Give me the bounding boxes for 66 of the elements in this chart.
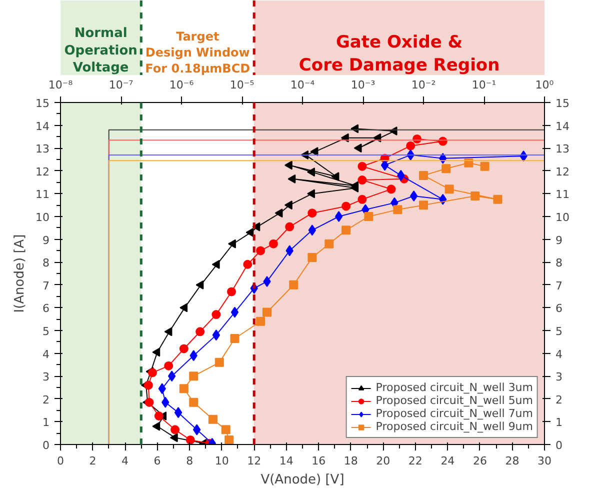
y-tick-label: 4	[42, 348, 50, 361]
band-label: Target Design Window For 0.18μmBCD	[145, 29, 250, 76]
x-tick-label: 4	[122, 454, 129, 468]
x-tick-label: 8	[186, 454, 194, 468]
legend-label: Proposed circuit_N_well 3um	[376, 381, 533, 394]
y2-tick-label: 12	[556, 165, 570, 178]
y2-tick-label: 15	[556, 97, 570, 110]
y2-tick-label: 2	[556, 393, 562, 406]
x-tick-label: 22	[408, 454, 422, 468]
y-tick-label: 6	[42, 302, 50, 316]
x-tick-label: 24	[440, 454, 455, 468]
x2-tick-label: 10⁻⁵	[230, 78, 254, 92]
y-tick-label: 3	[42, 370, 50, 384]
x-tick-label: 16	[312, 454, 326, 468]
legend-label: Proposed circuit_N_well 7um	[376, 407, 533, 420]
x-tick-label: 20	[376, 454, 390, 468]
legend-label: Proposed circuit_N_well 9um	[376, 420, 533, 433]
y2-tick-label: 6	[556, 302, 562, 316]
y-tick-label: 9	[42, 234, 50, 247]
x-tick-label: 26	[472, 454, 487, 468]
y-tick-label: 8	[42, 256, 50, 270]
y2-tick-label: 0	[556, 439, 562, 452]
x-tick-label: 30	[538, 454, 552, 468]
x-axis-title: V(Anode) [V]	[260, 472, 344, 488]
y-tick-label: 2	[42, 393, 50, 406]
y-tick-label: 10	[36, 211, 50, 224]
y2-tick-label: 14	[556, 120, 570, 133]
y-tick-label: 0	[42, 439, 50, 452]
band-label: Normal Operation Voltage	[64, 26, 138, 76]
y2-tick-label: 13	[556, 142, 570, 156]
y-tick-label: 14	[36, 120, 50, 133]
x-tick-label: 2	[89, 454, 96, 468]
y-tick-label: 15	[36, 97, 50, 110]
x-tick-label: 10	[214, 454, 229, 468]
x-tick-label: 12	[247, 454, 262, 468]
y-tick-label: 13	[36, 142, 50, 156]
y-tick-label: 5	[42, 325, 50, 338]
y2-tick-label: 10	[556, 211, 570, 224]
x2-tick-label: 10⁻⁴	[290, 78, 316, 92]
y2-tick-label: 4	[556, 348, 562, 361]
y-tick-label: 12	[36, 165, 50, 178]
y2-tick-label: 8	[556, 256, 562, 270]
x-tick-label: 6	[154, 454, 161, 468]
y2-tick-label: 7	[556, 279, 562, 292]
legend-label: Proposed circuit_N_well 5um	[376, 394, 533, 407]
y-tick-label: 1	[42, 416, 50, 430]
x-tick-label: 14	[279, 454, 294, 468]
y-axis-title: I(Anode) [A]	[12, 234, 28, 313]
y-tick-label: 7	[42, 279, 50, 292]
x2-tick-label: 10⁻⁶	[169, 78, 194, 92]
x-tick-label: 28	[505, 454, 520, 468]
x-tick-label: 0	[57, 454, 64, 468]
y2-tick-label: 1	[556, 416, 562, 430]
y2-tick-label: 5	[556, 325, 562, 338]
band-label: Gate Oxide & Core Damage Region	[298, 32, 500, 76]
x2-tick-label: 10⁻⁸	[48, 78, 74, 92]
y2-tick-label: 11	[556, 188, 570, 202]
y2-tick-label: 9	[556, 234, 562, 247]
y2-tick-label: 3	[556, 370, 562, 384]
x-tick-label: 18	[344, 454, 358, 468]
x2-tick-label: 10⁻¹	[472, 78, 496, 92]
x2-tick-label: 10⁻³	[350, 78, 376, 92]
x2-tick-label: 10⁰	[535, 78, 554, 92]
x2-tick-label: 10⁻²	[411, 78, 436, 92]
x2-tick-label: 10⁻⁷	[108, 78, 134, 92]
y-tick-label: 11	[36, 188, 50, 202]
